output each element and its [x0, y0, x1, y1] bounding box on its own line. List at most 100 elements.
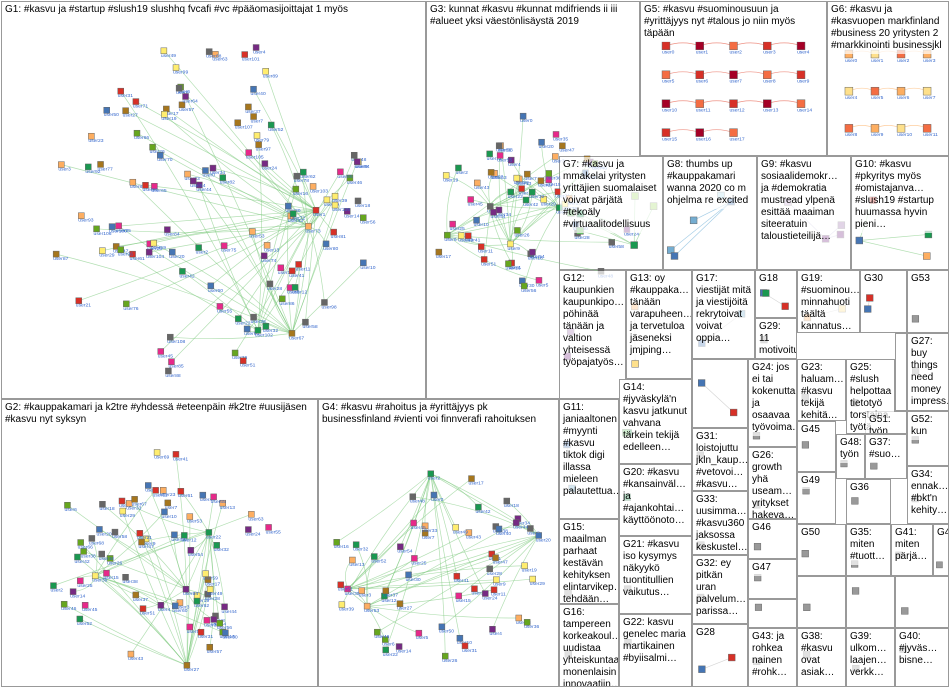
svg-text:user32: user32 [353, 547, 368, 553]
svg-text:user55: user55 [497, 157, 512, 163]
svg-text:user9: user9 [871, 132, 884, 138]
panel-g16: G16: tampereen korkeakoul… uudistaa yhte… [559, 604, 619, 687]
panel-g28: G28 [692, 624, 748, 687]
svg-text:user91: user91 [143, 187, 158, 193]
svg-text:user0: user0 [662, 50, 675, 56]
svg-text:user20: user20 [536, 537, 551, 543]
svg-text:user109: user109 [332, 207, 350, 213]
svg-text:user56: user56 [217, 625, 232, 631]
panel-title: G46 [749, 520, 796, 536]
svg-text:user64: user64 [183, 98, 198, 104]
svg-text:user30: user30 [406, 577, 421, 583]
svg-text:user28: user28 [267, 286, 282, 292]
panel-g52: G52: kun [907, 411, 949, 466]
panel-title: G18 [756, 271, 796, 287]
svg-text:user108: user108 [167, 339, 185, 345]
panel-g56 [846, 576, 895, 628]
svg-text:user5: user5 [871, 95, 884, 101]
panel-g1: G1: #kasvu ja #startup #slush19 slushhq … [1, 1, 426, 399]
svg-text:user71: user71 [133, 104, 148, 110]
svg-text:user78: user78 [294, 178, 309, 184]
svg-text:user1: user1 [313, 212, 326, 218]
svg-text:user44: user44 [491, 214, 506, 220]
svg-text:user16: user16 [505, 266, 520, 272]
svg-text:user10: user10 [474, 222, 489, 228]
svg-text:user20: user20 [169, 254, 184, 260]
svg-text:user13: user13 [763, 108, 778, 114]
svg-text:user86: user86 [279, 301, 294, 307]
svg-text:user6: user6 [382, 642, 395, 648]
svg-text:user104: user104 [146, 254, 164, 260]
svg-text:user2: user2 [196, 250, 209, 256]
svg-text:user24: user24 [262, 166, 277, 172]
svg-text:user103: user103 [310, 188, 328, 194]
svg-text:user76: user76 [123, 306, 138, 312]
svg-text:user5: user5 [416, 635, 429, 641]
svg-text:user52: user52 [268, 127, 283, 133]
svg-text:user13: user13 [264, 247, 279, 253]
svg-text:user94: user94 [354, 164, 369, 170]
panel-g18: G18 [755, 270, 797, 318]
panel-title: G26: growth yhä useam… yritykset hakeva… [749, 448, 796, 519]
svg-text:user6: user6 [64, 507, 77, 513]
panel-title: G31: loistojuttu jkln_kaup… #vetovoi… #k… [693, 429, 747, 491]
panel-g43: G43: ja rohkea nainen #rohk… [748, 628, 797, 687]
svg-text:user92: user92 [85, 169, 100, 175]
panel-title: G17: viestijät mitä ja viestijöitä rekry… [693, 271, 754, 347]
svg-text:user95: user95 [337, 174, 352, 180]
panel-title: G6: #kasvu ja #kasvuopen markfinland #bu… [828, 2, 948, 54]
panel-title: G34: ennak… #bkt'n kehity… [908, 467, 948, 519]
svg-text:user22: user22 [383, 652, 398, 658]
svg-text:user57: user57 [207, 649, 222, 655]
panel-g32: G32: ey pitkän uran palvelum… parissa… [692, 555, 748, 624]
panel-title: G39: ulkom… laajen… verkk… [847, 629, 894, 681]
panel-g26: G26: growth yhä useam… yritykset hakeva… [748, 447, 797, 519]
svg-text:user48: user48 [99, 556, 114, 562]
panel-g2: G2: #kauppakamari ja k2tre #yhdessä #ete… [1, 399, 318, 687]
svg-text:user35: user35 [553, 136, 568, 142]
svg-text:user1: user1 [871, 58, 884, 64]
svg-text:user0: user0 [845, 58, 858, 64]
svg-text:user47: user47 [493, 560, 508, 566]
panel-g58 [748, 599, 797, 628]
svg-text:user15: user15 [456, 598, 471, 604]
svg-text:user5: user5 [662, 79, 675, 85]
svg-text:user93: user93 [78, 218, 93, 224]
svg-text:user21: user21 [76, 303, 91, 309]
panel-g21: G21: #kasvu iso kysymys näkyykö tuontitu… [619, 536, 692, 614]
panel-g46: G46 [748, 519, 797, 559]
svg-text:user4: user4 [797, 50, 810, 56]
svg-text:user48: user48 [410, 499, 425, 505]
svg-text:user10: user10 [662, 108, 677, 114]
svg-text:user54: user54 [188, 552, 203, 558]
svg-text:user102: user102 [255, 332, 273, 338]
svg-text:user5: user5 [536, 282, 549, 288]
panel-title: G35: miten #tuott… [847, 525, 890, 565]
svg-text:user6: user6 [696, 79, 709, 85]
svg-text:user54: user54 [190, 183, 205, 189]
svg-text:user72: user72 [290, 216, 305, 222]
svg-text:user53: user53 [364, 608, 379, 614]
svg-text:user57: user57 [488, 174, 503, 180]
panel-title: G27: buy things need money impress… [908, 334, 948, 410]
panel-title: G3: kunnat #kasvu #kunnat mdifriends ii … [427, 2, 639, 30]
svg-text:user22: user22 [206, 534, 221, 540]
svg-text:user27: user27 [123, 113, 138, 119]
svg-text:user49: user49 [207, 591, 222, 597]
svg-text:user54: user54 [529, 254, 544, 260]
network-g56 [847, 577, 894, 627]
panel-title: G4: #kasvu #rahoitus ja #yrittäjyys pk b… [319, 400, 558, 428]
panel-title: G14: #jyväskylä'n kasvu jatkunut vahvana… [620, 380, 691, 456]
panel-g45: G45 [797, 421, 836, 472]
panel-g55 [895, 576, 949, 628]
svg-text:user62: user62 [194, 603, 209, 609]
svg-text:user80: user80 [323, 246, 338, 252]
svg-text:user97: user97 [256, 147, 271, 153]
svg-text:user9: user9 [507, 246, 520, 252]
panel-title: G21: #kasvu iso kysymys näkyykö tuontitu… [620, 537, 691, 601]
svg-text:user63: user63 [248, 516, 263, 522]
panel-title: G9: #kasvu sosiaalidemokr… ja #demokrati… [758, 157, 850, 245]
svg-text:user25: user25 [77, 583, 92, 589]
svg-text:user2: user2 [51, 588, 64, 594]
panel-title: G19: #suominou… minnahuoti täältä kannat… [798, 271, 859, 333]
